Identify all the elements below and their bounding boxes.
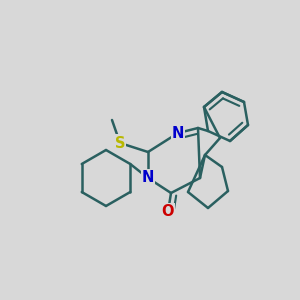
Text: S: S	[115, 136, 125, 151]
Text: O: O	[162, 205, 174, 220]
Text: N: N	[172, 125, 184, 140]
Text: N: N	[142, 170, 154, 185]
